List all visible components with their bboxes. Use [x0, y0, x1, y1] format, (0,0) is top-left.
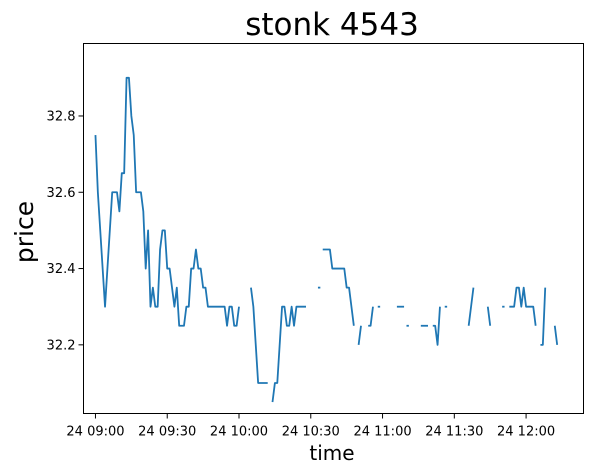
y-tick-label: 32.8 [47, 109, 76, 124]
series-layer [94, 76, 559, 403]
x-tick-label: 24 09:30 [138, 425, 196, 440]
y-tick-label: 32.6 [47, 186, 76, 201]
price-line-segment [509, 286, 537, 326]
y-tick-label: 32.4 [47, 262, 76, 277]
x-tick-label: 24 09:00 [66, 425, 124, 440]
price-line-segment [271, 305, 306, 403]
price-line-segment [486, 306, 492, 326]
price-line-segment [553, 325, 559, 345]
x-tick-label: 24 10:30 [282, 425, 340, 440]
y-axis: 32.2 32.4 32.6 32.8 [47, 109, 84, 353]
y-axis-label: price [10, 201, 39, 263]
price-line-segment [250, 287, 268, 384]
x-tick-label: 24 10:00 [210, 425, 268, 440]
price-line-segment [322, 248, 355, 326]
x-tick-label: 24 12:00 [497, 425, 555, 440]
plot-frame [83, 43, 584, 414]
y-tick-label: 32.2 [47, 338, 76, 353]
x-tick-label: 24 11:00 [353, 425, 411, 440]
price-line-segment [94, 76, 240, 327]
price-line-segment [540, 287, 547, 346]
price-line-segment [357, 325, 362, 345]
price-line-segment [467, 287, 475, 326]
x-axis-label: time [309, 441, 354, 465]
x-tick-label: 24 11:30 [425, 425, 483, 440]
chart-title: stonk 4543 [245, 7, 419, 43]
x-axis: 24 09:00 24 09:30 24 10:00 24 10:30 24 11:00… [66, 413, 555, 440]
price-line-segment [432, 306, 441, 346]
price-line-segment [368, 306, 374, 327]
